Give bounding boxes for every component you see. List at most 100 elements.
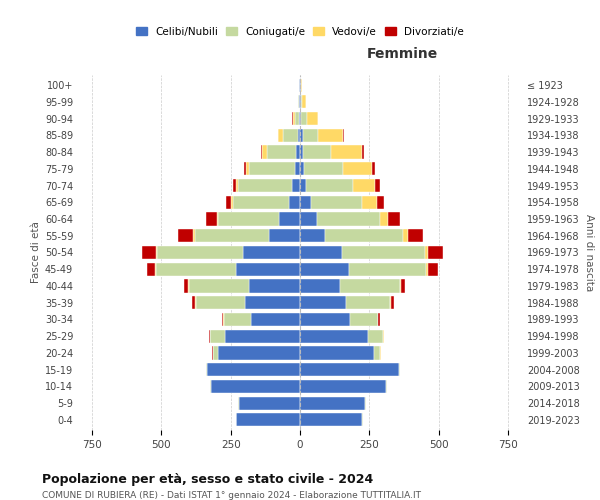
Y-axis label: Fasce di età: Fasce di età	[31, 222, 41, 284]
Bar	[301, 112, 307, 125]
Bar	[207, 363, 300, 376]
Bar	[300, 280, 340, 292]
Bar	[238, 179, 292, 192]
Bar	[248, 280, 300, 292]
Bar	[289, 196, 300, 209]
Bar	[206, 212, 217, 226]
Bar	[295, 162, 300, 175]
Bar	[318, 129, 343, 142]
Bar	[428, 246, 443, 259]
Bar	[211, 380, 300, 393]
Bar	[300, 229, 325, 242]
Bar	[380, 212, 388, 226]
Bar	[303, 146, 331, 158]
Bar	[184, 280, 188, 292]
Bar	[222, 313, 223, 326]
Bar	[300, 313, 350, 326]
Bar	[231, 196, 233, 209]
Bar	[262, 146, 267, 158]
Bar	[331, 146, 362, 158]
Bar	[391, 296, 394, 310]
Bar	[236, 179, 238, 192]
Bar	[296, 146, 300, 158]
Bar	[300, 212, 317, 226]
Bar	[243, 246, 300, 259]
Bar	[300, 414, 362, 426]
Bar	[218, 212, 279, 226]
Bar	[362, 146, 364, 158]
Bar	[226, 196, 231, 209]
Bar	[293, 112, 295, 125]
Bar	[156, 262, 236, 276]
Bar	[300, 162, 304, 175]
Bar	[156, 246, 157, 259]
Bar	[301, 78, 302, 92]
Bar	[236, 262, 300, 276]
Bar	[146, 262, 155, 276]
Bar	[300, 346, 374, 360]
Bar	[233, 179, 236, 192]
Bar	[193, 229, 194, 242]
Bar	[425, 246, 428, 259]
Bar	[388, 212, 400, 226]
Bar	[298, 96, 299, 108]
Bar	[300, 296, 346, 310]
Bar	[353, 179, 376, 192]
Bar	[428, 262, 438, 276]
Bar	[299, 112, 300, 125]
Bar	[350, 313, 378, 326]
Bar	[249, 162, 295, 175]
Bar	[218, 346, 300, 360]
Bar	[292, 179, 300, 192]
Bar	[300, 129, 303, 142]
Bar	[283, 129, 298, 142]
Legend: Celibi/Nubili, Coniugati/e, Vedovi/e, Divorziati/e: Celibi/Nubili, Coniugati/e, Vedovi/e, Di…	[133, 24, 467, 40]
Bar	[373, 162, 375, 175]
Bar	[267, 146, 296, 158]
Bar	[376, 179, 380, 192]
Bar	[300, 246, 341, 259]
Bar	[378, 313, 380, 326]
Bar	[311, 196, 362, 209]
Bar	[225, 330, 300, 343]
Bar	[206, 363, 207, 376]
Bar	[343, 162, 373, 175]
Bar	[224, 313, 251, 326]
Bar	[386, 380, 387, 393]
Bar	[398, 363, 400, 376]
Text: Femmine: Femmine	[367, 47, 438, 61]
Bar	[196, 296, 245, 310]
Bar	[300, 380, 386, 393]
Bar	[269, 229, 300, 242]
Bar	[304, 162, 343, 175]
Bar	[303, 129, 318, 142]
Bar	[157, 246, 243, 259]
Bar	[383, 330, 385, 343]
Bar	[407, 229, 423, 242]
Bar	[300, 112, 301, 125]
Bar	[300, 363, 398, 376]
Bar	[300, 262, 349, 276]
Bar	[295, 112, 299, 125]
Bar	[300, 396, 365, 409]
Bar	[279, 212, 300, 226]
Bar	[194, 229, 269, 242]
Bar	[300, 196, 311, 209]
Text: COMUNE DI RUBIERA (RE) - Dati ISTAT 1° gennaio 2024 - Elaborazione TUTTITALIA.IT: COMUNE DI RUBIERA (RE) - Dati ISTAT 1° g…	[42, 491, 421, 500]
Bar	[300, 330, 368, 343]
Bar	[236, 414, 300, 426]
Y-axis label: Anni di nascita: Anni di nascita	[584, 214, 594, 291]
Bar	[362, 196, 377, 209]
Bar	[213, 346, 218, 360]
Bar	[340, 280, 400, 292]
Bar	[400, 280, 401, 292]
Bar	[298, 129, 300, 142]
Bar	[210, 330, 225, 343]
Bar	[300, 146, 303, 158]
Bar	[300, 96, 301, 108]
Bar	[325, 229, 403, 242]
Bar	[239, 396, 300, 409]
Bar	[368, 330, 383, 343]
Bar	[401, 280, 406, 292]
Bar	[189, 280, 248, 292]
